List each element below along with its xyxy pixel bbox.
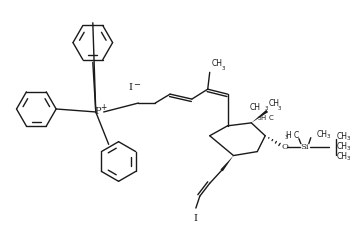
Text: CH: CH [212,59,223,68]
Text: C: C [268,115,273,121]
Text: CH: CH [336,132,348,141]
Text: C: C [294,131,299,140]
Text: 3: 3 [258,116,261,121]
Text: 3: 3 [265,106,268,112]
Text: CH: CH [250,104,261,112]
Text: 3: 3 [346,146,350,151]
Text: CH: CH [336,152,348,161]
Polygon shape [251,110,268,123]
Text: +: + [101,103,107,112]
Text: O: O [281,143,289,151]
Text: 3: 3 [327,134,330,139]
Text: 3: 3 [278,106,281,111]
Text: H: H [260,115,265,121]
Text: CH: CH [268,99,279,108]
Text: I: I [129,83,132,92]
Text: 3: 3 [346,156,350,161]
Text: CH: CH [317,130,328,139]
Text: I: I [194,214,198,223]
Polygon shape [220,155,233,171]
Text: −: − [133,80,140,89]
Text: P: P [94,108,101,117]
Text: 3: 3 [284,135,288,140]
Text: CH: CH [336,142,348,151]
Text: 3: 3 [222,66,225,71]
Text: 3: 3 [346,136,350,141]
Text: H: H [285,131,291,140]
Text: Si: Si [300,143,309,151]
